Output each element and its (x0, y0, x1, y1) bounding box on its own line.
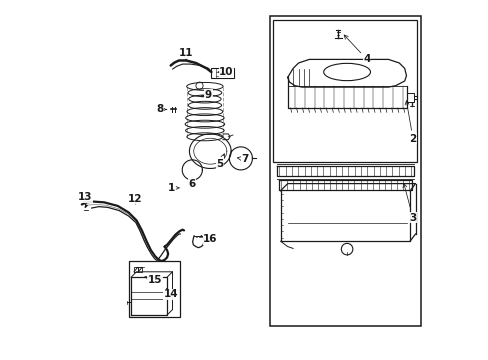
Text: 14: 14 (163, 289, 178, 300)
Text: 8: 8 (156, 104, 166, 114)
Text: 16: 16 (203, 234, 217, 244)
Text: 9: 9 (203, 90, 212, 100)
Text: 2: 2 (405, 101, 416, 144)
Bar (269, 16, 420, 326)
Text: 4: 4 (344, 35, 370, 64)
Text: 15: 15 (144, 275, 162, 285)
Text: 13: 13 (78, 192, 92, 206)
Bar (273, 20, 416, 162)
Text: 12: 12 (127, 194, 142, 204)
Text: 7: 7 (237, 154, 248, 164)
Bar (211, 68, 233, 78)
Text: 3: 3 (402, 184, 416, 223)
Text: 5: 5 (216, 154, 224, 169)
Text: 6: 6 (188, 179, 196, 189)
Bar (128, 261, 179, 317)
Text: 11: 11 (179, 48, 193, 60)
Text: 1: 1 (168, 183, 179, 193)
Text: 10: 10 (218, 67, 233, 77)
